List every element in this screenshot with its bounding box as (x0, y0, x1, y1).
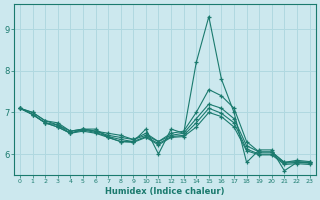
X-axis label: Humidex (Indice chaleur): Humidex (Indice chaleur) (105, 187, 225, 196)
